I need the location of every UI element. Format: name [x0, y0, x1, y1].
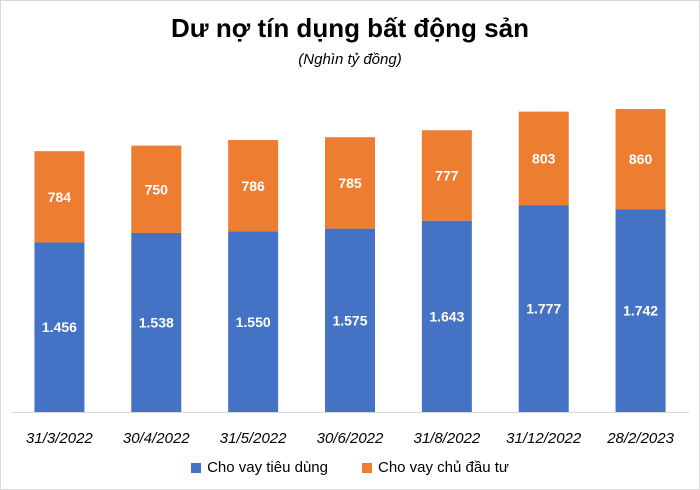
bar-consumer-0	[34, 242, 85, 412]
data-label-consumer-6: 1.742	[623, 303, 658, 319]
bar-consumer-1	[131, 232, 182, 412]
bar-consumer-2	[228, 231, 279, 412]
data-label-developer-5: 803	[532, 150, 556, 166]
bar-developer-2	[228, 140, 279, 232]
data-label-consumer-5: 1.777	[526, 301, 561, 317]
x-tick-label-0: 31/3/2022	[26, 430, 93, 447]
data-label-developer-1: 750	[145, 181, 169, 197]
bar-consumer-3	[325, 228, 375, 412]
bar-developer-5	[518, 111, 569, 206]
bar-consumer-6	[615, 209, 666, 412]
bar-consumer-5	[518, 205, 569, 412]
x-tick-label-4: 31/8/2022	[413, 430, 480, 447]
x-tick-label-2: 31/5/2022	[220, 430, 287, 447]
bar-developer-4	[421, 130, 472, 221]
legend-swatch-consumer-loans	[191, 462, 202, 473]
data-label-developer-4: 777	[435, 167, 459, 183]
legend-swatch-developer-loans	[361, 462, 372, 473]
bar-developer-3	[325, 137, 375, 229]
legend-item-developer-loans: Cho vay chủ đầu tư	[361, 459, 509, 476]
data-label-developer-3: 785	[338, 175, 362, 191]
bar-developer-1	[131, 145, 182, 233]
data-label-developer-2: 786	[241, 178, 265, 194]
chart-subtitle: (Nghìn tỷ đồng)	[298, 51, 402, 68]
legend-label-developer-loans: Cho vay chủ đầu tư	[377, 459, 509, 476]
bar-developer-6	[615, 109, 666, 210]
data-label-consumer-4: 1.643	[429, 308, 464, 324]
x-tick-label-6: 28/2/2023	[606, 430, 674, 447]
bar-developer-0	[34, 151, 85, 243]
data-label-consumer-3: 1.575	[332, 312, 367, 328]
data-label-consumer-0: 1.456	[42, 319, 77, 335]
data-label-developer-6: 860	[629, 151, 653, 167]
legend-item-consumer-loans: Cho vay tiêu dùng	[191, 459, 328, 476]
x-tick-label-5: 31/12/2022	[506, 430, 582, 447]
data-label-consumer-2: 1.550	[236, 314, 271, 330]
data-label-developer-0: 784	[48, 189, 72, 205]
data-label-consumer-1: 1.538	[139, 314, 174, 330]
chart-legend: Cho vay tiêu dùng Cho vay chủ đầu tư	[1, 459, 699, 476]
x-tick-label-3: 30/6/2022	[317, 430, 384, 447]
x-tick-label-1: 30/4/2022	[123, 430, 190, 447]
bar-consumer-4	[421, 220, 472, 412]
legend-label-consumer-loans: Cho vay tiêu dùng	[207, 459, 328, 476]
chart-title: Dư nợ tín dụng bất động sản	[171, 13, 529, 43]
